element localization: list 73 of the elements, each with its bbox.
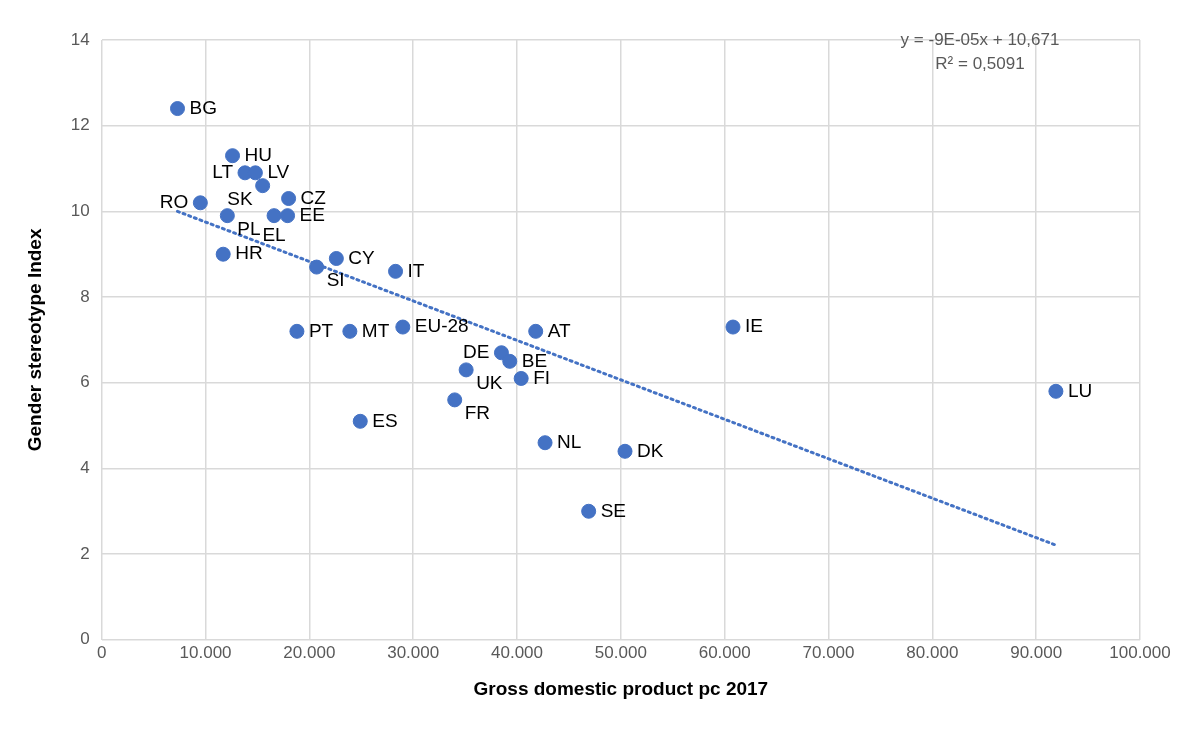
point bbox=[342, 323, 358, 339]
data-label: EU-28 bbox=[414, 315, 469, 337]
data-label: IT bbox=[407, 259, 425, 281]
point bbox=[388, 263, 404, 279]
point bbox=[617, 443, 633, 459]
point bbox=[1048, 383, 1064, 399]
point bbox=[447, 392, 463, 408]
x-tick-label: 70.000 bbox=[802, 642, 855, 662]
point bbox=[215, 246, 231, 262]
x-tick-label: 80.000 bbox=[906, 642, 959, 662]
y-axis-title: Gender stereotype Index bbox=[23, 228, 45, 452]
x-tick-label: 10.000 bbox=[179, 642, 232, 662]
data-label: LU bbox=[1067, 379, 1093, 401]
data-label: SI bbox=[326, 269, 345, 291]
data-label: MT bbox=[361, 319, 390, 341]
point bbox=[581, 503, 597, 519]
point bbox=[725, 319, 741, 335]
data-label: RO bbox=[159, 191, 189, 213]
x-tick-label: 30.000 bbox=[387, 642, 440, 662]
data-label: NL bbox=[557, 430, 582, 452]
data-label: CY bbox=[348, 246, 376, 268]
y-tick-label: 10 bbox=[70, 201, 90, 221]
point bbox=[328, 251, 344, 266]
x-tick-label: 50.000 bbox=[594, 642, 647, 662]
data-label: DK bbox=[637, 439, 664, 461]
y-tick-label: 14 bbox=[70, 29, 90, 49]
data-label: HR bbox=[235, 242, 263, 264]
point bbox=[502, 353, 518, 369]
x-tick-label: 20.000 bbox=[283, 642, 336, 662]
data-label: SK bbox=[227, 187, 253, 209]
point bbox=[281, 191, 297, 207]
point bbox=[192, 195, 208, 211]
data-label: LT bbox=[212, 161, 234, 183]
x-tick-label: 40.000 bbox=[491, 642, 544, 662]
point bbox=[255, 178, 271, 194]
data-label: IE bbox=[744, 315, 763, 337]
data-label: EL bbox=[262, 223, 286, 245]
point bbox=[289, 323, 305, 339]
y-tick-label: 6 bbox=[80, 372, 90, 392]
point bbox=[395, 319, 411, 335]
point bbox=[528, 323, 544, 339]
data-label: AT bbox=[547, 319, 571, 341]
point bbox=[280, 208, 296, 224]
data-label: PL bbox=[237, 217, 261, 239]
x-tick-label: 0 bbox=[96, 642, 107, 662]
point bbox=[458, 362, 474, 378]
x-tick-label: 100.000 bbox=[1109, 642, 1171, 662]
x-tick-label: 90.000 bbox=[1010, 642, 1063, 662]
data-label: BG bbox=[189, 96, 217, 118]
point bbox=[513, 370, 529, 386]
x-tick-label: 60.000 bbox=[698, 642, 751, 662]
point bbox=[266, 208, 282, 224]
point bbox=[225, 148, 241, 164]
point bbox=[493, 345, 509, 361]
data-label: UK bbox=[476, 372, 503, 394]
annotation: R² = 0,5091 bbox=[935, 54, 1025, 74]
point bbox=[352, 413, 368, 429]
data-label: PT bbox=[308, 319, 334, 341]
data-label: FR bbox=[464, 402, 491, 424]
data-label: ES bbox=[372, 409, 398, 431]
point bbox=[309, 259, 325, 275]
point bbox=[219, 208, 235, 224]
data-label: SE bbox=[600, 499, 627, 521]
data-label: DE bbox=[463, 340, 490, 362]
x-axis-title: Gross domestic product pc 2017 bbox=[473, 677, 769, 699]
y-tick-label: 2 bbox=[80, 543, 90, 563]
y-tick-label: 8 bbox=[80, 286, 90, 306]
y-tick-label: 4 bbox=[80, 458, 90, 478]
point bbox=[170, 101, 185, 117]
annotation: y = -9E-05x + 10,671 bbox=[900, 30, 1060, 50]
y-tick-label: 12 bbox=[70, 115, 90, 135]
y-tick-label: 0 bbox=[80, 629, 90, 649]
point bbox=[537, 435, 553, 451]
